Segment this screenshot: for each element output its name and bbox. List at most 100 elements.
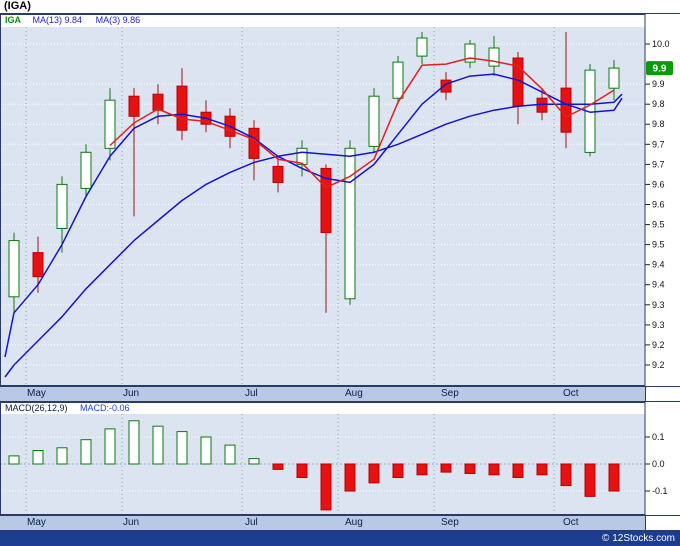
price-axis-label: 9.3 [652, 300, 665, 310]
price-legend: IGA MA(13) 9.84 MA(3) 9.86 [5, 15, 151, 25]
legend-ma13: MA(13) 9.84 [32, 15, 83, 25]
macd-bar-negative [392, 463, 404, 478]
month-label-jun: Jun [123, 517, 140, 528]
candlestick-down [152, 93, 164, 111]
macd-legend-value: MACD:-0.06 [80, 403, 130, 413]
macd-legend-label: MACD(26,12,9) [5, 403, 68, 413]
last-price-badge-text: 9.9 [653, 64, 667, 75]
macd-bar-positive [248, 458, 260, 465]
candlestick-up [392, 61, 404, 99]
legend-ma3: MA(3) 9.86 [95, 15, 141, 25]
price-axis-label: 9.2 [652, 340, 665, 350]
macd-axis-label: 0.0 [652, 459, 665, 469]
candlestick-up [488, 47, 500, 67]
month-label-may: May [27, 517, 46, 528]
month-label-sep: Sep [441, 517, 459, 528]
macd-chart: 0.1 0.0 -0.1 MACD(26,12,9) MACD:-0.06 [0, 402, 680, 515]
macd-bar-positive [200, 436, 212, 465]
candlestick-down [176, 85, 188, 131]
candlestick-up [8, 240, 20, 298]
candlestick-down [560, 87, 572, 133]
candlestick-down [128, 95, 140, 117]
candlestick-up [104, 99, 116, 149]
candlestick-up [416, 37, 428, 57]
candlestick-down [320, 167, 332, 234]
macd-legend: MACD(26,12,9) MACD:-0.06 [5, 403, 130, 413]
macd-bar-positive [128, 420, 140, 465]
month-label-jul: Jul [245, 388, 258, 399]
macd-bar-negative [368, 463, 380, 484]
candlestick-up [608, 67, 620, 89]
price-axis-label: 9.7 [652, 139, 665, 149]
last-price-badge [646, 61, 673, 76]
macd-bar-positive [56, 447, 68, 465]
macd-bar-positive [152, 425, 164, 465]
macd-bar-positive [176, 431, 188, 465]
ma-fast-line [109, 57, 615, 189]
price-legend-strip [0, 14, 645, 27]
macd-plot-border [0, 402, 646, 515]
price-axis-label: 9.6 [652, 179, 665, 189]
month-label-jun: Jun [123, 388, 140, 399]
macd-bar-positive [8, 455, 20, 465]
macd-bar-negative [488, 463, 500, 476]
month-label-oct: Oct [563, 517, 579, 528]
macd-bar-negative [416, 463, 428, 476]
ma3-line [4, 73, 623, 358]
price-chart-canvas: 10.0 9.9 9.8 9.8 9.7 9.7 9.6 9.6 9.5 9.5 9.4 9.4 9.3… [0, 14, 673, 386]
month-label-sep: Sep [441, 388, 459, 399]
price-axis-label: 9.3 [652, 320, 665, 330]
macd-bar-negative [296, 463, 308, 478]
candlestick-down [32, 252, 44, 278]
macd-x-axis: May Jun Jul Aug Sep Oct [0, 515, 680, 531]
price-plot-border [0, 14, 646, 386]
price-axis-label: 10.0 [652, 39, 670, 49]
macd-axis-label: -0.1 [652, 486, 668, 496]
price-axis-label: 9.7 [652, 159, 665, 169]
macd-bar-negative [584, 463, 596, 497]
month-label-jul: Jul [245, 517, 258, 528]
candlestick-up [464, 43, 476, 63]
macd-bar-positive [80, 439, 92, 465]
month-label-may: May [27, 388, 46, 399]
macd-axis-label: 0.1 [652, 432, 665, 442]
candlestick-up [344, 147, 356, 300]
price-axis-label: 9.4 [652, 260, 665, 270]
macd-bar-negative [608, 463, 620, 492]
macd-chart-canvas: 0.1 0.0 -0.1 [0, 402, 668, 515]
month-label-aug: Aug [345, 388, 363, 399]
candlestick-up [368, 95, 380, 147]
ma13-line [4, 93, 623, 378]
price-x-axis: May Jun Jul Aug Sep Oct [0, 386, 680, 402]
macd-bar-positive [224, 444, 236, 465]
candlestick-down [272, 165, 284, 183]
price-chart: 10.0 9.9 9.8 9.8 9.7 9.7 9.6 9.6 9.5 9.5 9.4 9.4 9.3… [0, 14, 680, 386]
candlestick-up [56, 183, 68, 229]
macd-bar-negative [560, 463, 572, 487]
credit-text: © 12Stocks.com [602, 533, 675, 544]
month-label-oct: Oct [563, 388, 579, 399]
price-axis-label: 9.2 [652, 360, 665, 370]
candlestick-up [296, 147, 308, 165]
macd-bar-negative [440, 463, 452, 473]
price-axis-label: 9.5 [652, 220, 665, 230]
macd-bar-positive [104, 428, 116, 465]
price-axis-label: 9.9 [652, 79, 665, 89]
macd-bar-negative [536, 463, 548, 476]
title-bar: (IGA) [0, 0, 680, 14]
axis-corner [645, 387, 680, 401]
price-axis-label: 9.4 [652, 280, 665, 290]
macd-bar-negative [464, 463, 476, 474]
footer-bar: © 12Stocks.com [0, 531, 680, 546]
price-axis-label: 9.6 [652, 200, 665, 210]
macd-bar-negative [320, 463, 332, 511]
macd-legend-strip [0, 402, 645, 414]
price-axis-label: 9.8 [652, 119, 665, 129]
axis-corner [645, 516, 680, 530]
macd-bar-negative [344, 463, 356, 492]
candlestick-down [440, 79, 452, 93]
price-axis-label: 9.5 [652, 240, 665, 250]
month-label-aug: Aug [345, 517, 363, 528]
macd-bar-negative [512, 463, 524, 478]
